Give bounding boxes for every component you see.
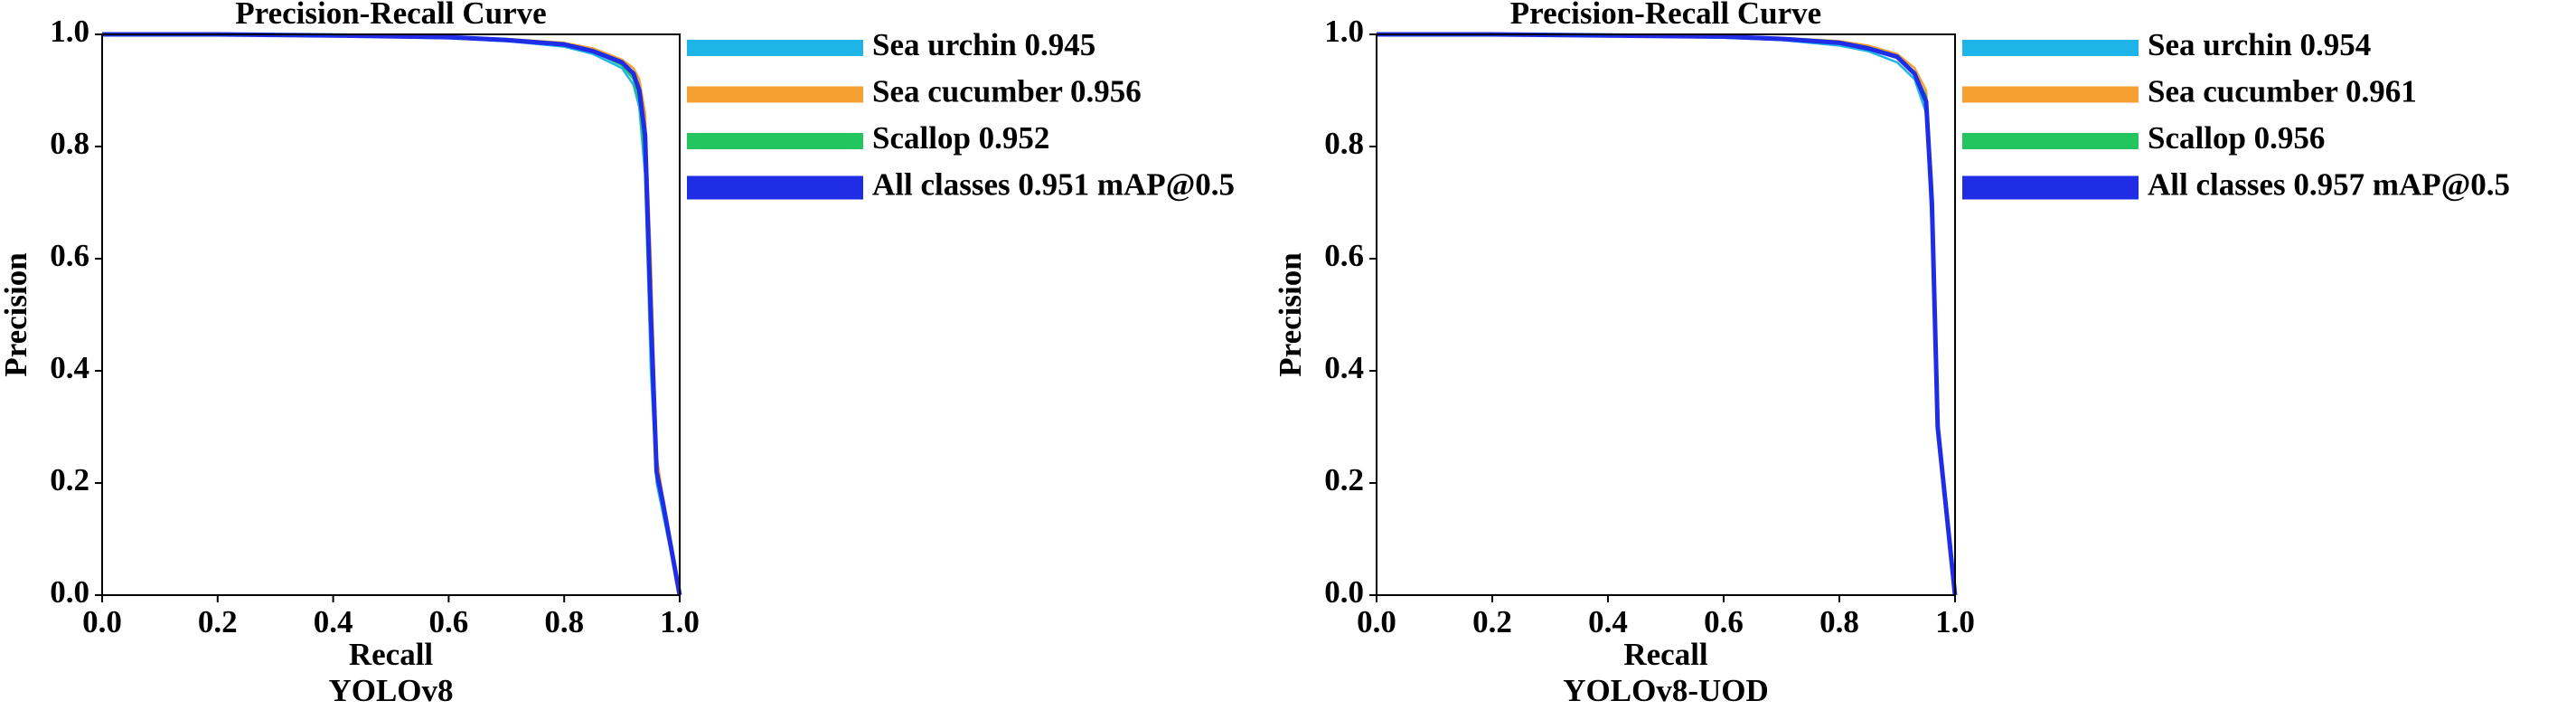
legend-label: All classes 0.951 mAP@0.5	[872, 167, 1235, 203]
legend-label: All classes 0.957 mAP@0.5	[2148, 167, 2510, 203]
y-axis-label: Precision	[0, 252, 33, 376]
legend-label: Sea urchin 0.945	[872, 27, 1095, 62]
axes-frame	[101, 33, 681, 596]
legend-label: Sea cucumber 0.961	[2148, 74, 2417, 109]
x-tick-label: 0.2	[1472, 604, 1512, 639]
legend-label: Scallop 0.952	[872, 120, 1049, 156]
x-tick-label: 0.0	[1357, 604, 1396, 639]
x-tick-label: 0.6	[429, 604, 469, 639]
chart-title: Precision-Recall Curve	[235, 0, 546, 31]
x-tick-label: 0.8	[1819, 604, 1859, 639]
y-tick-label: 0.0	[50, 574, 89, 610]
y-tick-label: 0.0	[1324, 574, 1364, 610]
x-tick-label: 0.0	[82, 604, 122, 639]
caption: YOLOv8	[328, 673, 453, 708]
y-tick-label: 0.2	[1324, 462, 1364, 497]
y-tick-label: 1.0	[50, 14, 89, 49]
y-tick-label: 1.0	[1324, 14, 1364, 49]
x-axis-label: Recall	[1623, 637, 1708, 672]
x-tick-label: 0.4	[1588, 604, 1628, 639]
x-tick-label: 1.0	[1935, 604, 1975, 639]
pr-curve	[102, 33, 682, 596]
y-tick-label: 0.8	[50, 126, 89, 161]
x-tick-label: 0.2	[198, 604, 238, 639]
y-tick-label: 0.4	[50, 350, 89, 385]
pr-curve	[102, 33, 682, 596]
axes-frame	[1376, 33, 1956, 596]
caption: YOLOv8-UOD	[1563, 673, 1769, 708]
pr-curve	[1377, 33, 1957, 596]
pr-curve	[1377, 33, 1957, 596]
x-axis-label: Recall	[349, 637, 434, 672]
y-axis-label: Precision	[1273, 252, 1308, 376]
x-tick-label: 1.0	[660, 604, 700, 639]
y-tick-label: 0.8	[1324, 126, 1364, 161]
y-tick-label: 0.2	[50, 462, 89, 497]
pr-curve	[102, 32, 682, 596]
chart-title: Precision-Recall Curve	[1510, 0, 1821, 31]
y-tick-label: 0.4	[1324, 350, 1364, 385]
y-tick-label: 0.6	[1324, 238, 1364, 273]
y-tick-label: 0.6	[50, 238, 89, 273]
legend-label: Scallop 0.956	[2148, 120, 2325, 156]
pr-curve	[1377, 33, 1957, 596]
x-tick-label: 0.6	[1704, 604, 1744, 639]
x-tick-label: 0.4	[314, 604, 353, 639]
legend-label: Sea urchin 0.954	[2148, 27, 2371, 62]
pr-curve	[1377, 32, 1958, 596]
x-tick-label: 0.8	[544, 604, 584, 639]
legend-label: Sea cucumber 0.956	[872, 74, 1142, 109]
pr-curve	[102, 33, 682, 596]
